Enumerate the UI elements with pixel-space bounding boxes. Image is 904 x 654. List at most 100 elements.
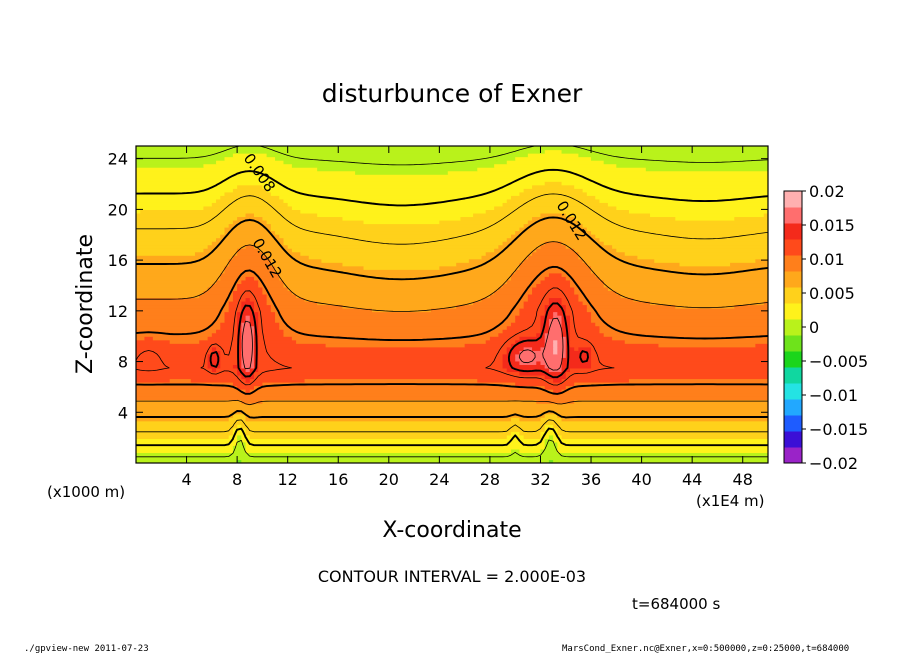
heatmap-cell bbox=[136, 283, 213, 288]
heatmap-cell bbox=[291, 290, 495, 295]
heatmap-cell bbox=[616, 290, 768, 295]
heatmap-cell bbox=[523, 434, 542, 439]
heatmap-cell bbox=[279, 234, 512, 239]
heatmap-cell bbox=[258, 325, 280, 330]
heatmap-cell bbox=[283, 241, 504, 246]
heatmap-cell bbox=[136, 364, 209, 369]
heatmap-cell bbox=[237, 459, 242, 463]
heatmap-cell bbox=[565, 311, 592, 316]
colorbar-segment bbox=[784, 207, 802, 224]
heatmap-cell bbox=[557, 343, 567, 348]
heatmap-cell bbox=[569, 318, 592, 323]
heatmap-cell bbox=[144, 336, 154, 341]
heatmap-cell bbox=[603, 241, 768, 246]
x-tick-label: 28 bbox=[480, 470, 500, 489]
heatmap-cell bbox=[586, 227, 768, 232]
heatmap-cell bbox=[591, 269, 768, 274]
heatmap-cell bbox=[569, 315, 592, 320]
heatmap-cell bbox=[460, 216, 533, 221]
heatmap-cell bbox=[291, 163, 495, 168]
heatmap-cell bbox=[216, 198, 285, 203]
heatmap-cell bbox=[249, 297, 268, 302]
heatmap-cell bbox=[506, 367, 550, 373]
heatmap-cell bbox=[565, 346, 575, 351]
heatmap-cell bbox=[591, 318, 768, 323]
heatmap-cell bbox=[253, 244, 289, 249]
heatmap-cell bbox=[510, 234, 596, 239]
heatmap-cell bbox=[342, 304, 457, 309]
heatmap-cell bbox=[561, 300, 584, 306]
heatmap-cell bbox=[283, 279, 508, 284]
heatmap-cell bbox=[136, 371, 238, 376]
heatmap-cell bbox=[485, 209, 630, 214]
heatmap-cell bbox=[540, 279, 571, 284]
heatmap-cell bbox=[363, 219, 440, 225]
heatmap-cell bbox=[527, 219, 579, 225]
heatmap-cell bbox=[548, 322, 563, 327]
heatmap-cell bbox=[591, 364, 768, 369]
heatmap-cell bbox=[489, 336, 521, 341]
heatmap-cell bbox=[477, 167, 647, 172]
colorbar-segment bbox=[784, 399, 802, 416]
heatmap-cell bbox=[232, 413, 247, 418]
heatmap-cell bbox=[136, 276, 221, 281]
heatmap-cell bbox=[734, 216, 768, 221]
heatmap-cell bbox=[561, 364, 592, 369]
heatmap-cell bbox=[477, 378, 554, 383]
heatmap-cell bbox=[253, 374, 546, 380]
heatmap-cell bbox=[270, 262, 344, 267]
x-axis-unit-right: (x1E4 m) bbox=[696, 492, 765, 510]
heatmap-cell bbox=[136, 219, 234, 225]
heatmap-cell bbox=[245, 297, 251, 302]
heatmap-cell bbox=[136, 385, 238, 390]
heatmap-cell bbox=[557, 413, 768, 418]
y-tick-label: 24 bbox=[108, 150, 128, 169]
heatmap-cell bbox=[544, 276, 567, 281]
heatmap-cell bbox=[237, 346, 242, 351]
heatmap-cell bbox=[557, 311, 567, 316]
heatmap-cell bbox=[258, 346, 508, 351]
x-tick-label: 36 bbox=[581, 470, 601, 489]
heatmap-cell bbox=[241, 332, 255, 337]
heatmap-cell bbox=[232, 364, 242, 369]
heatmap-cell bbox=[241, 364, 255, 369]
heatmap-cell bbox=[506, 346, 525, 351]
heatmap-cell bbox=[152, 336, 209, 341]
heatmap-cell bbox=[253, 276, 280, 281]
heatmap-cell bbox=[464, 343, 512, 348]
heatmap-cell bbox=[136, 212, 247, 218]
heatmap-cell bbox=[245, 441, 546, 446]
heatmap-cell bbox=[232, 381, 263, 387]
heatmap-cell bbox=[485, 339, 516, 344]
heatmap-cell bbox=[136, 455, 768, 461]
heatmap-cell bbox=[544, 241, 563, 246]
heatmap-cell bbox=[561, 149, 768, 154]
heatmap-cell bbox=[270, 308, 373, 313]
heatmap-cell bbox=[679, 262, 731, 267]
heatmap-cell bbox=[616, 163, 768, 168]
heatmap-cell bbox=[216, 279, 242, 284]
heatmap-cell bbox=[136, 367, 213, 373]
heatmap-cell bbox=[241, 459, 550, 463]
heatmap-cell bbox=[211, 202, 289, 207]
heatmap-cell bbox=[258, 283, 285, 288]
heatmap-cell bbox=[136, 153, 234, 158]
heatmap-cell bbox=[544, 332, 563, 337]
heatmap-cell bbox=[561, 272, 596, 277]
heatmap-cell bbox=[241, 300, 255, 306]
heatmap-cell bbox=[136, 399, 242, 404]
heatmap-cell bbox=[515, 318, 542, 323]
heatmap-cell bbox=[553, 459, 768, 463]
heatmap-cell bbox=[275, 230, 516, 235]
heatmap-cell bbox=[245, 378, 251, 383]
heatmap-cell bbox=[237, 367, 247, 373]
contour-line bbox=[241, 317, 564, 371]
heatmap-cell bbox=[291, 248, 495, 253]
plot-area: 0.008 0.012 0.012 4 8 12 16 20 24 28 32 36 40 44 48… bbox=[108, 145, 769, 489]
heatmap-cell bbox=[136, 431, 234, 436]
heatmap-cell bbox=[232, 255, 268, 260]
heatmap-cell bbox=[544, 336, 567, 341]
heatmap-cell bbox=[456, 304, 525, 309]
heatmap-cell bbox=[591, 311, 768, 316]
heatmap-cell bbox=[544, 441, 558, 446]
